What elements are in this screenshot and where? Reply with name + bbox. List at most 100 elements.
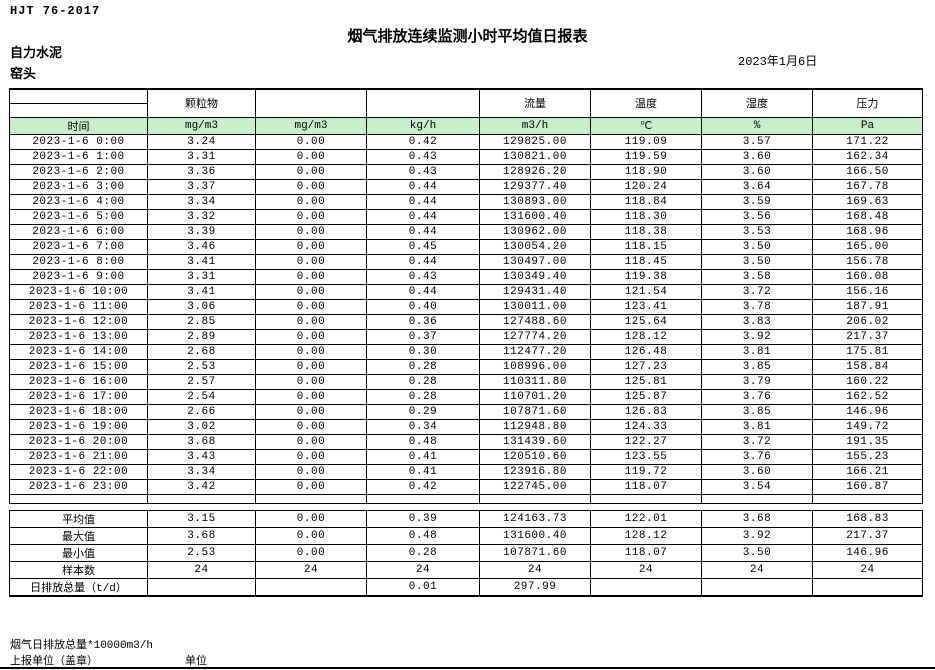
summary-value-cell <box>255 577 367 597</box>
unit-header-kgh: kg/h <box>366 116 480 135</box>
value-cell: 0.00 <box>255 388 367 405</box>
value-cell: 129431.40 <box>479 283 591 300</box>
value-cell: 0.45 <box>366 238 480 255</box>
station-name: 窑头 <box>10 66 37 81</box>
summary-value-cell: 0.00 <box>255 543 367 562</box>
value-cell: 118.38 <box>590 223 702 240</box>
value-cell: 146.96 <box>812 403 923 420</box>
summary-row: 日排放总量（t/d） 0.01 297.99 <box>9 577 923 597</box>
value-cell: 0.48 <box>366 433 480 450</box>
value-cell: 3.39 <box>147 223 256 240</box>
value-cell: 0.00 <box>255 433 367 450</box>
time-cell: 2023-1-6 15:00 <box>9 358 148 375</box>
time-cell: 2023-1-6 8:00 <box>9 253 148 270</box>
value-cell: 127774.20 <box>479 328 591 345</box>
value-cell: 3.53 <box>701 223 813 240</box>
value-cell: 130054.20 <box>479 238 591 255</box>
value-cell: 155.23 <box>812 448 923 465</box>
value-cell: 3.06 <box>147 298 256 315</box>
value-cell: 3.79 <box>701 373 813 390</box>
value-cell: 3.64 <box>701 178 813 195</box>
summary-value-cell <box>701 577 813 597</box>
value-cell: 156.16 <box>812 283 923 300</box>
value-cell: 156.78 <box>812 253 923 270</box>
time-cell: 2023-1-6 9:00 <box>9 268 148 285</box>
summary-label: 样本数 <box>9 560 148 579</box>
col-header-humidity: 湿度 <box>701 88 813 118</box>
value-cell: 166.50 <box>812 163 923 180</box>
value-cell: 121.54 <box>590 283 702 300</box>
summary-value-cell: 168.83 <box>812 509 923 528</box>
value-cell: 3.81 <box>701 418 813 435</box>
value-cell: 3.50 <box>701 253 813 270</box>
value-cell: 130011.00 <box>479 298 591 315</box>
time-cell: 2023-1-6 18:00 <box>9 403 148 420</box>
value-cell: 2.66 <box>147 403 256 420</box>
table-row: 2023-1-6 6:00 3.39 0.00 0.44 130962.00 118.38… <box>9 223 923 240</box>
value-cell: 0.00 <box>255 178 367 195</box>
value-cell: 3.59 <box>701 193 813 210</box>
value-cell: 2.68 <box>147 343 256 360</box>
value-cell: 129825.00 <box>479 133 591 150</box>
header-blank-top <box>9 88 148 104</box>
value-cell: 0.00 <box>255 223 367 240</box>
summary-label: 最小值 <box>9 543 148 562</box>
value-cell: 0.37 <box>366 328 480 345</box>
summary-value-cell <box>590 577 702 597</box>
col-header-flow: 流量 <box>479 88 591 118</box>
standard-code: HJT 76-2017 <box>10 4 101 18</box>
time-cell: 2023-1-6 7:00 <box>9 238 148 255</box>
summary-value-cell: 118.07 <box>590 543 702 562</box>
table-row: 2023-1-6 18:00 2.66 0.00 0.29 107871.60 126.8… <box>9 403 923 420</box>
table-row: 2023-1-6 15:00 2.53 0.00 0.28 108996.00 127.2… <box>9 358 923 375</box>
summary-row: 平均值 3.15 0.00 0.39 124163.73 122.01 3.68 168.83 <box>9 509 923 528</box>
value-cell: 160.08 <box>812 268 923 285</box>
summary-value-cell: 107871.60 <box>479 543 591 562</box>
unit-header-time: 时间 <box>9 116 148 135</box>
time-cell: 2023-1-6 23:00 <box>9 478 148 495</box>
unit-header-mgm3-1: mg/m3 <box>147 116 256 135</box>
table-row: 2023-1-6 2:00 3.36 0.00 0.43 128926.20 118.90… <box>9 163 923 180</box>
value-cell: 127.23 <box>590 358 702 375</box>
value-cell: 130349.40 <box>479 268 591 285</box>
table-row: 2023-1-6 4:00 3.34 0.00 0.44 130893.00 118.84… <box>9 193 923 210</box>
summary-value-cell: 128.12 <box>590 526 702 545</box>
table-row: 2023-1-6 16:00 2.57 0.00 0.28 110311.80 125.8… <box>9 373 923 390</box>
value-cell: 0.00 <box>255 193 367 210</box>
value-cell: 123.41 <box>590 298 702 315</box>
value-cell: 124.33 <box>590 418 702 435</box>
value-cell: 160.22 <box>812 373 923 390</box>
summary-value-cell: 3.68 <box>701 509 813 528</box>
value-cell: 0.00 <box>255 253 367 270</box>
value-cell: 0.00 <box>255 373 367 390</box>
value-cell: 3.76 <box>701 448 813 465</box>
value-cell: 0.00 <box>255 328 367 345</box>
time-cell: 2023-1-6 16:00 <box>9 373 148 390</box>
value-cell: 107871.60 <box>479 403 591 420</box>
time-cell: 2023-1-6 14:00 <box>9 343 148 360</box>
value-cell: 3.43 <box>147 448 256 465</box>
value-cell: 191.35 <box>812 433 923 450</box>
summary-value-cell: 0.48 <box>366 526 480 545</box>
table-row: 2023-1-6 17:00 2.54 0.00 0.28 110701.20 125.8… <box>9 388 923 405</box>
value-cell: 3.72 <box>701 283 813 300</box>
table-row: 2023-1-6 9:00 3.31 0.00 0.43 130349.40 119.38… <box>9 268 923 285</box>
summary-value-cell: 146.96 <box>812 543 923 562</box>
unit-header-percent: % <box>701 116 813 135</box>
value-cell: 3.85 <box>701 358 813 375</box>
value-cell: 0.00 <box>255 163 367 180</box>
value-cell: 0.36 <box>366 313 480 330</box>
value-cell: 0.00 <box>255 283 367 300</box>
bottom-divider <box>0 667 935 669</box>
value-cell: 125.64 <box>590 313 702 330</box>
value-cell: 0.00 <box>255 298 367 315</box>
value-cell: 3.76 <box>701 388 813 405</box>
value-cell: 3.37 <box>147 178 256 195</box>
value-cell: 0.00 <box>255 313 367 330</box>
table-row: 2023-1-6 14:00 2.68 0.00 0.30 112477.20 126.4… <box>9 343 923 360</box>
time-cell: 2023-1-6 11:00 <box>9 298 148 315</box>
table-row: 2023-1-6 8:00 3.41 0.00 0.44 130497.00 118.45… <box>9 253 923 270</box>
value-cell: 0.00 <box>255 238 367 255</box>
summary-value-cell: 2.53 <box>147 543 256 562</box>
summary-value-cell: 24 <box>590 560 702 579</box>
